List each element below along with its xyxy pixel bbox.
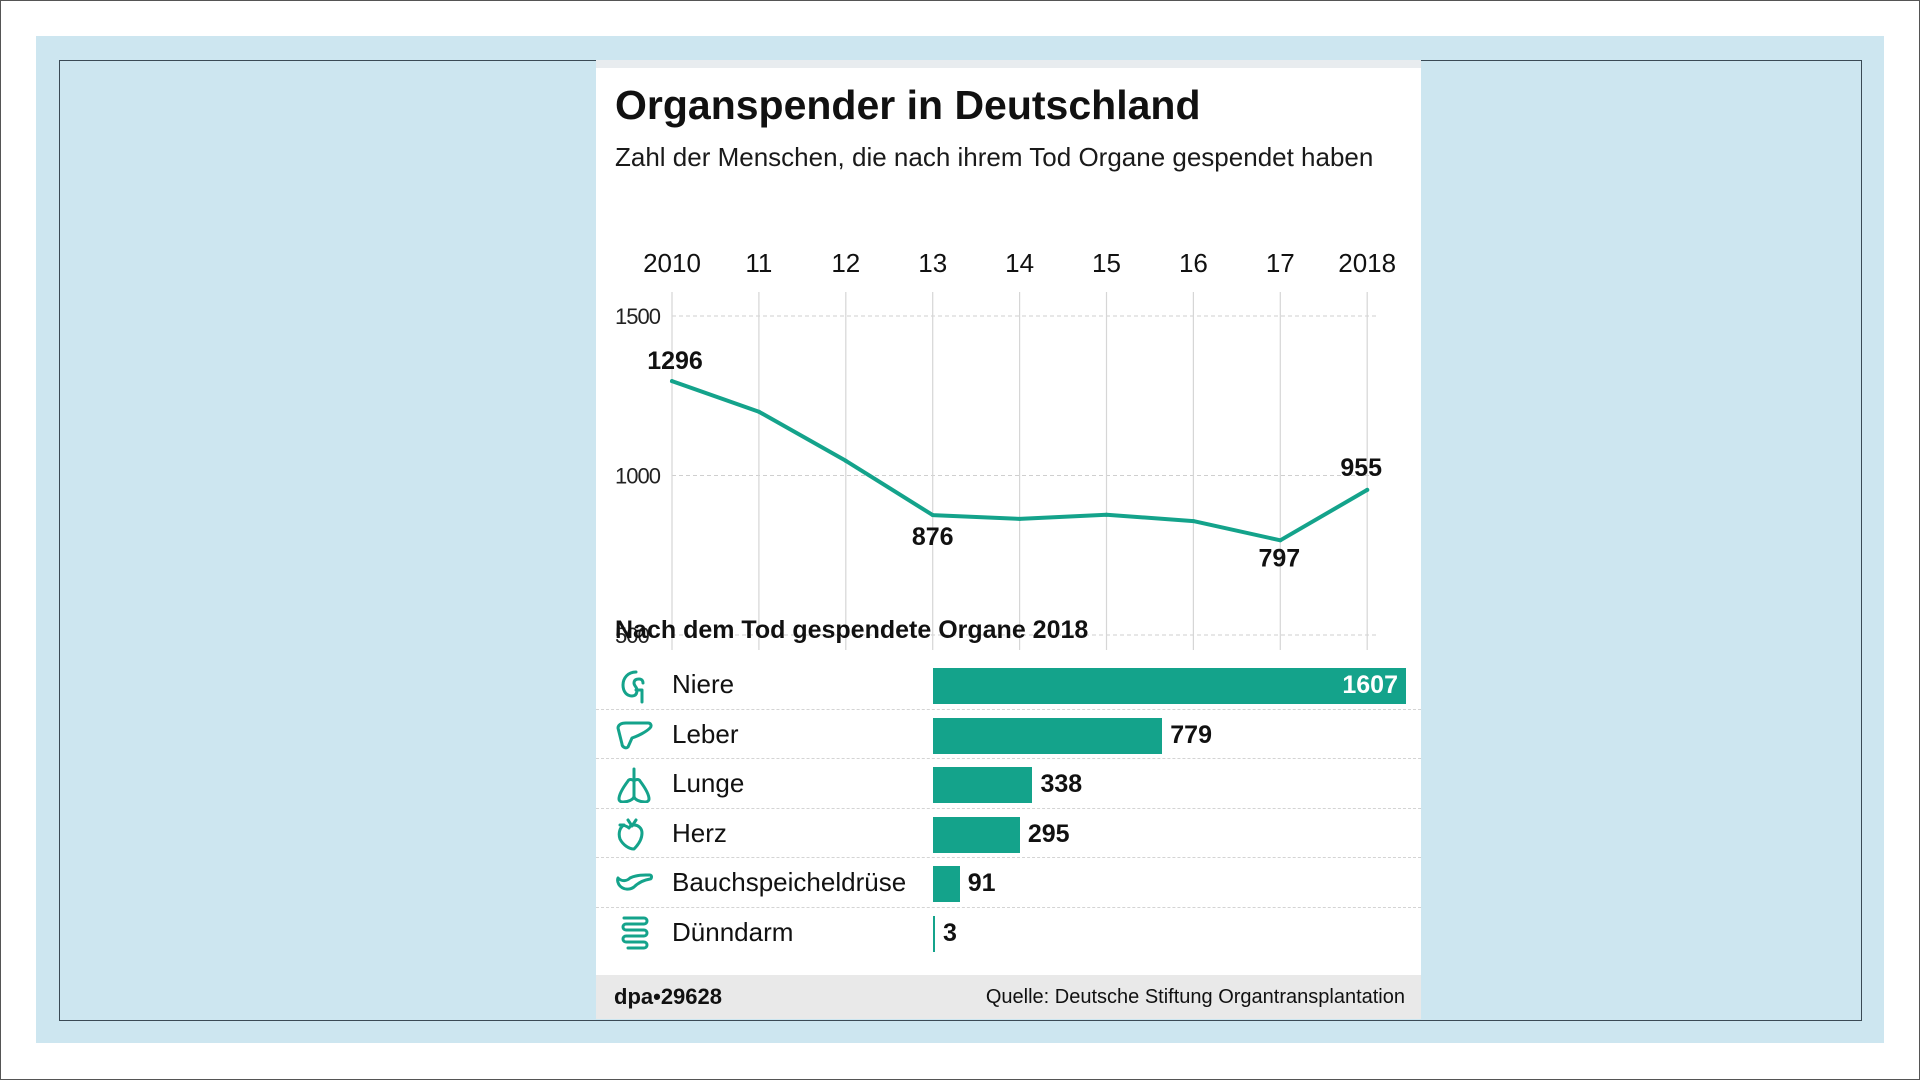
bar-value-label: 338 — [1040, 770, 1083, 798]
card-top-line — [596, 60, 1421, 68]
y-tick-label-1500: 1500 — [615, 304, 661, 329]
data-point-2011 — [756, 409, 761, 414]
data-point-2013 — [930, 513, 935, 518]
y-tick-label-500: 500 — [615, 623, 649, 648]
bar-value-label: 295 — [1027, 819, 1070, 848]
data-point-2016 — [1191, 519, 1196, 524]
bar-chart-title: Nach dem Tod gespendete Organe 2018 — [615, 616, 1089, 644]
bar-row: Leber 779 — [596, 710, 1421, 759]
bar-row: Niere 1607 — [596, 660, 1421, 710]
data-point-2017 — [1278, 538, 1283, 543]
lungs-icon — [614, 765, 654, 804]
chart-title: Organspender in Deutschland — [615, 82, 1201, 128]
liver-icon — [614, 716, 654, 754]
footer-brand: dpa•29628 — [614, 984, 722, 1009]
bar-value-label: 1607 — [1342, 671, 1398, 699]
bar-category-label: Dünndarm — [672, 916, 794, 947]
x-tick-label-2010: 2010 — [643, 248, 701, 278]
data-label-2013: 876 — [912, 523, 954, 551]
bar-row: Herz 295 — [596, 809, 1421, 858]
bar-category-label: Herz — [672, 817, 727, 848]
x-tick-label-2018: 2018 — [1338, 248, 1396, 278]
heart-icon — [614, 815, 654, 853]
line-chart: 1500 1000 500 2010 11 12 13 14 15 16 17 2018 1296 876… — [615, 248, 1396, 650]
infographic-card: Organspender in Deutschland Zahl der Men… — [596, 60, 1421, 1019]
data-point-2010 — [670, 379, 674, 384]
data-label-2017: 797 — [1258, 544, 1300, 572]
bar-dünndarm — [933, 915, 935, 952]
bar-lunge — [933, 767, 1033, 803]
x-tick-label-16: 16 — [1179, 248, 1208, 278]
data-point-2012 — [843, 458, 848, 463]
x-tick-label-14: 14 — [1005, 248, 1034, 278]
data-point-2015 — [1104, 512, 1109, 517]
bar-category-label: Lunge — [672, 768, 745, 798]
bar-bauchspeicheldrüse — [933, 866, 960, 902]
bar-category-label: Niere — [672, 669, 735, 699]
x-tick-label-15: 15 — [1092, 248, 1121, 278]
x-tick-label-11: 11 — [745, 248, 772, 278]
bar-herz — [933, 816, 1020, 853]
bar-leber — [933, 717, 1163, 754]
bar-row: Lunge 338 — [596, 759, 1421, 809]
bar-value-label: 3 — [943, 918, 957, 947]
bar-chart: Niere 1607 Leber 779 Lunge 338 Herz 295 Bauchspe… — [596, 660, 1421, 957]
bar-category-label: Leber — [672, 718, 739, 749]
intestine-icon — [614, 914, 654, 952]
footer-source: Quelle: Deutsche Stiftung Organtransplan… — [985, 986, 1405, 1008]
x-tick-label-17: 17 — [1266, 248, 1295, 278]
pancreas-icon — [614, 864, 654, 902]
bar-category-label: Bauchspeicheldrüse — [672, 867, 907, 897]
data-point-2018 — [1365, 487, 1370, 492]
data-point-2014 — [1017, 516, 1022, 521]
data-label-2018: 955 — [1340, 454, 1382, 482]
chart-subtitle: Zahl der Menschen, die nach ihrem Tod Or… — [615, 142, 1374, 172]
bar-niere — [933, 668, 1406, 704]
bar-row: Dünndarm 3 — [596, 908, 1421, 958]
x-tick-label-12: 12 — [831, 248, 860, 278]
kidney-icon — [614, 666, 654, 704]
x-tick-label-13: 13 — [918, 248, 947, 278]
bar-value-label: 91 — [967, 869, 996, 897]
bar-value-label: 779 — [1170, 720, 1212, 749]
data-label-2010: 1296 — [647, 347, 703, 375]
footer: dpa•29628 Quelle: Deutsche Stiftung Orga… — [596, 975, 1421, 1019]
bar-row: Bauchspeicheldrüse 91 — [596, 858, 1421, 908]
y-tick-label-1000: 1000 — [615, 464, 661, 489]
